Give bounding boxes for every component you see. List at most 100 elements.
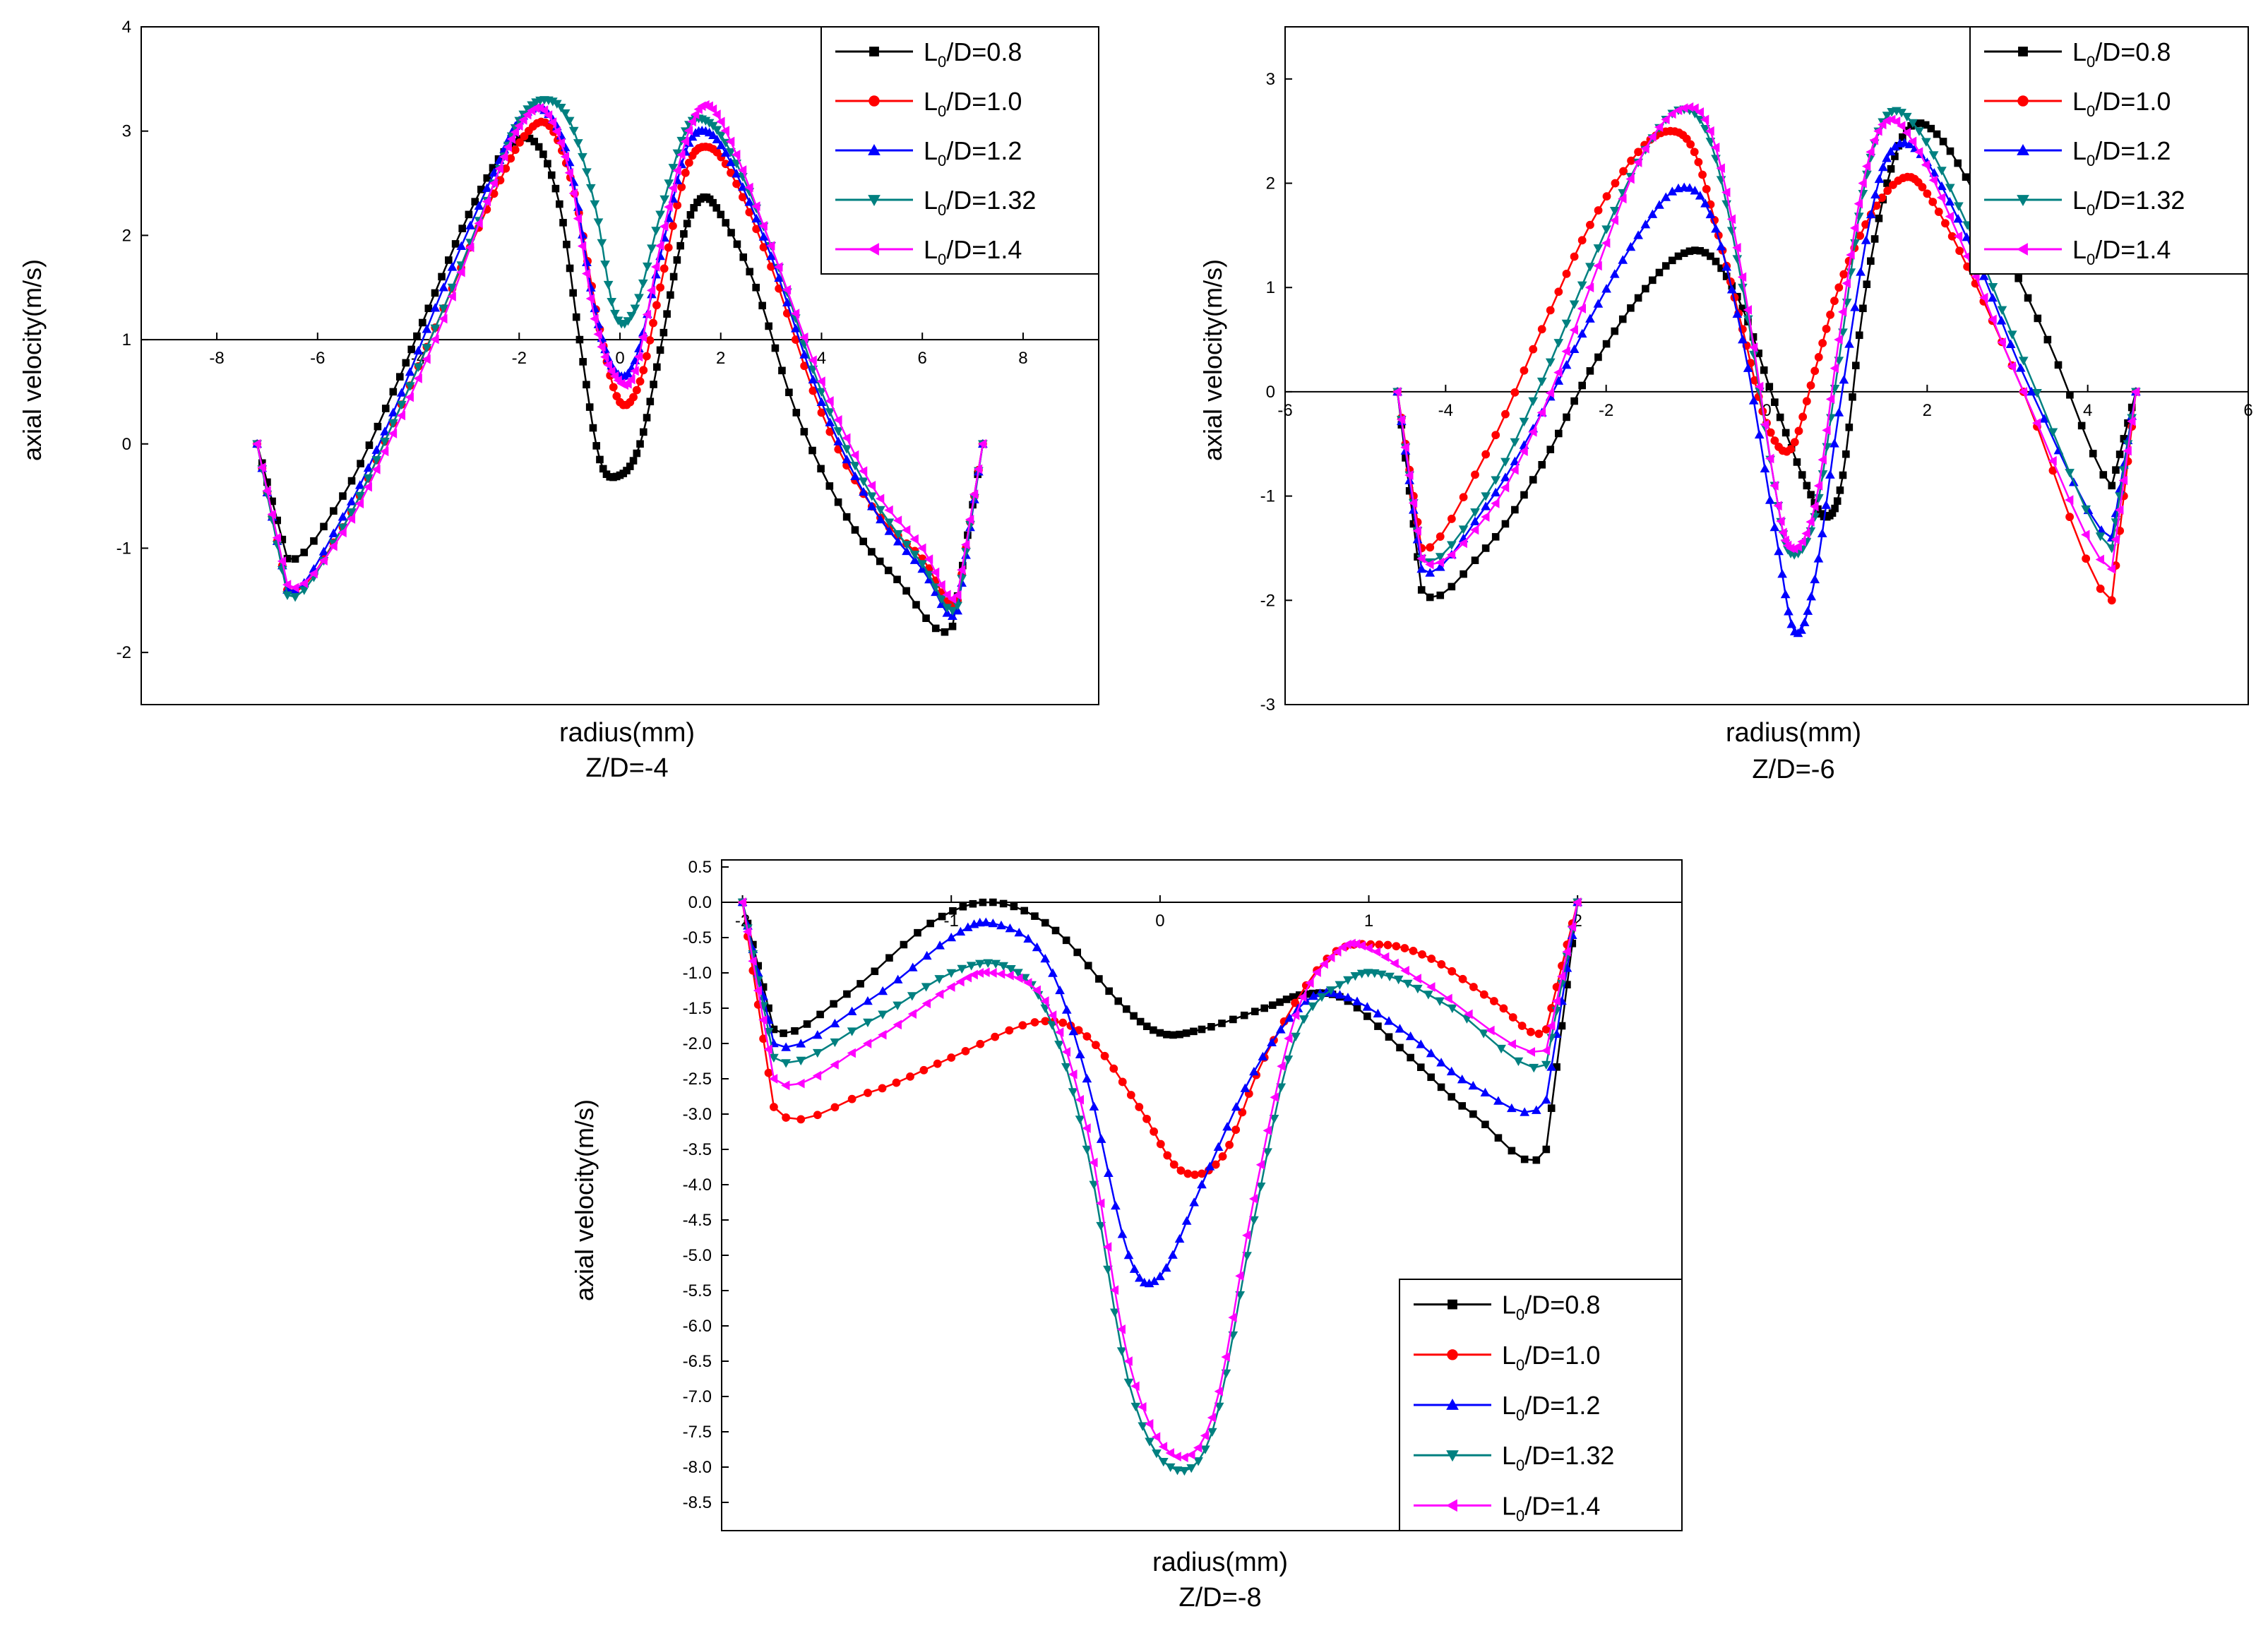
- data-point: [1082, 1123, 1091, 1133]
- data-point: [1771, 398, 1779, 406]
- data-point: [774, 262, 783, 272]
- data-point: [1023, 978, 1032, 988]
- data-point: [543, 110, 553, 120]
- legend-label: L0/D=1.2: [924, 136, 1022, 169]
- data-point: [309, 568, 318, 579]
- data-point: [1577, 281, 1587, 290]
- legend-marker: [1446, 1398, 1459, 1410]
- data-point: [2048, 455, 2057, 466]
- data-point: [430, 324, 441, 333]
- data-point: [2018, 357, 2029, 366]
- data-point: [1510, 456, 1520, 465]
- data-point: [830, 1103, 840, 1112]
- data-point: [1908, 119, 1918, 128]
- data-point: [1116, 1347, 1127, 1356]
- data-point: [346, 514, 356, 524]
- data-point: [1145, 1418, 1154, 1429]
- data-point: [1082, 1032, 1092, 1041]
- data-point: [1885, 146, 1896, 156]
- data-point: [884, 526, 895, 535]
- data-point: [949, 907, 957, 915]
- data-point: [1405, 1031, 1416, 1041]
- data-point: [1546, 306, 1555, 315]
- data-point: [506, 154, 515, 163]
- data-point: [438, 282, 449, 292]
- data-point: [885, 954, 893, 962]
- data-point: [1537, 325, 1546, 334]
- data-point: [988, 968, 997, 978]
- data-point: [664, 202, 673, 213]
- data-point: [763, 1044, 772, 1055]
- data-point: [847, 1048, 856, 1058]
- data-point: [2031, 418, 2041, 429]
- data-point: [1356, 969, 1367, 979]
- x-tick-label: -2: [1599, 401, 1613, 420]
- data-point: [1878, 162, 1888, 172]
- data-point: [1702, 184, 1711, 193]
- data-point: [1601, 238, 1611, 249]
- data-point: [1846, 250, 1855, 260]
- data-point: [642, 262, 652, 272]
- data-point: [1839, 471, 1847, 479]
- data-point: [931, 583, 941, 592]
- y-tick-label: -2: [1260, 591, 1275, 610]
- data-point: [1165, 1448, 1174, 1458]
- data-point: [1517, 1022, 1527, 1030]
- data-point: [935, 940, 945, 950]
- data-point: [1737, 272, 1747, 282]
- data-point: [1183, 1169, 1193, 1178]
- data-point: [1481, 501, 1491, 510]
- data-point: [659, 195, 669, 205]
- data-point: [961, 539, 970, 550]
- data-point: [1436, 591, 1445, 599]
- data-point: [388, 407, 398, 417]
- data-point: [946, 982, 955, 992]
- data-point: [1103, 1265, 1113, 1275]
- y-tick-label: -2: [117, 643, 131, 662]
- data-point: [1716, 241, 1726, 251]
- data-point: [1780, 589, 1791, 599]
- y-tick-label: -3: [1260, 695, 1275, 714]
- data-point: [1618, 193, 1627, 204]
- data-point: [1214, 1386, 1223, 1396]
- data-point: [1869, 135, 1879, 145]
- data-point: [680, 230, 688, 238]
- data-point: [347, 477, 356, 485]
- data-point: [1821, 500, 1832, 509]
- data-point: [800, 428, 808, 436]
- data-point: [1923, 189, 1932, 198]
- data-point: [499, 152, 508, 162]
- data-point: [456, 241, 467, 251]
- data-point: [1584, 282, 1594, 293]
- data-point: [630, 366, 639, 376]
- data-point: [1765, 495, 1775, 504]
- data-point: [876, 514, 885, 524]
- data-point: [1814, 353, 1823, 361]
- data-point: [572, 313, 580, 321]
- data-point: [1400, 944, 1409, 952]
- data-point: [1222, 1122, 1232, 1131]
- data-point: [551, 126, 561, 137]
- data-point: [942, 590, 951, 600]
- data-series: [737, 897, 1582, 1463]
- data-point: [1899, 133, 1906, 141]
- data-point: [902, 587, 910, 595]
- y-axis-label: axial velocity(m/s): [1198, 259, 1227, 461]
- data-point: [1790, 438, 1799, 447]
- data-point: [1149, 1276, 1159, 1286]
- data-point: [445, 256, 453, 264]
- data-point: [1490, 997, 1498, 1005]
- data-point: [1842, 278, 1851, 289]
- data-point: [1510, 465, 1519, 475]
- data-point: [1047, 1021, 1057, 1030]
- data-point: [1777, 569, 1787, 578]
- data-point: [1710, 143, 1720, 152]
- data-point: [1707, 252, 1714, 261]
- data-point: [1578, 381, 1586, 390]
- chart-panel: -3-2-10123-6-4-20246L0/D=0.8L0/D=1.0L0/D…: [1198, 26, 2253, 784]
- chart-title: Z/D=-8: [1178, 1583, 1261, 1613]
- data-point: [458, 225, 467, 232]
- data-point: [1363, 969, 1373, 978]
- data-point: [1988, 292, 1998, 302]
- data-point: [559, 219, 567, 227]
